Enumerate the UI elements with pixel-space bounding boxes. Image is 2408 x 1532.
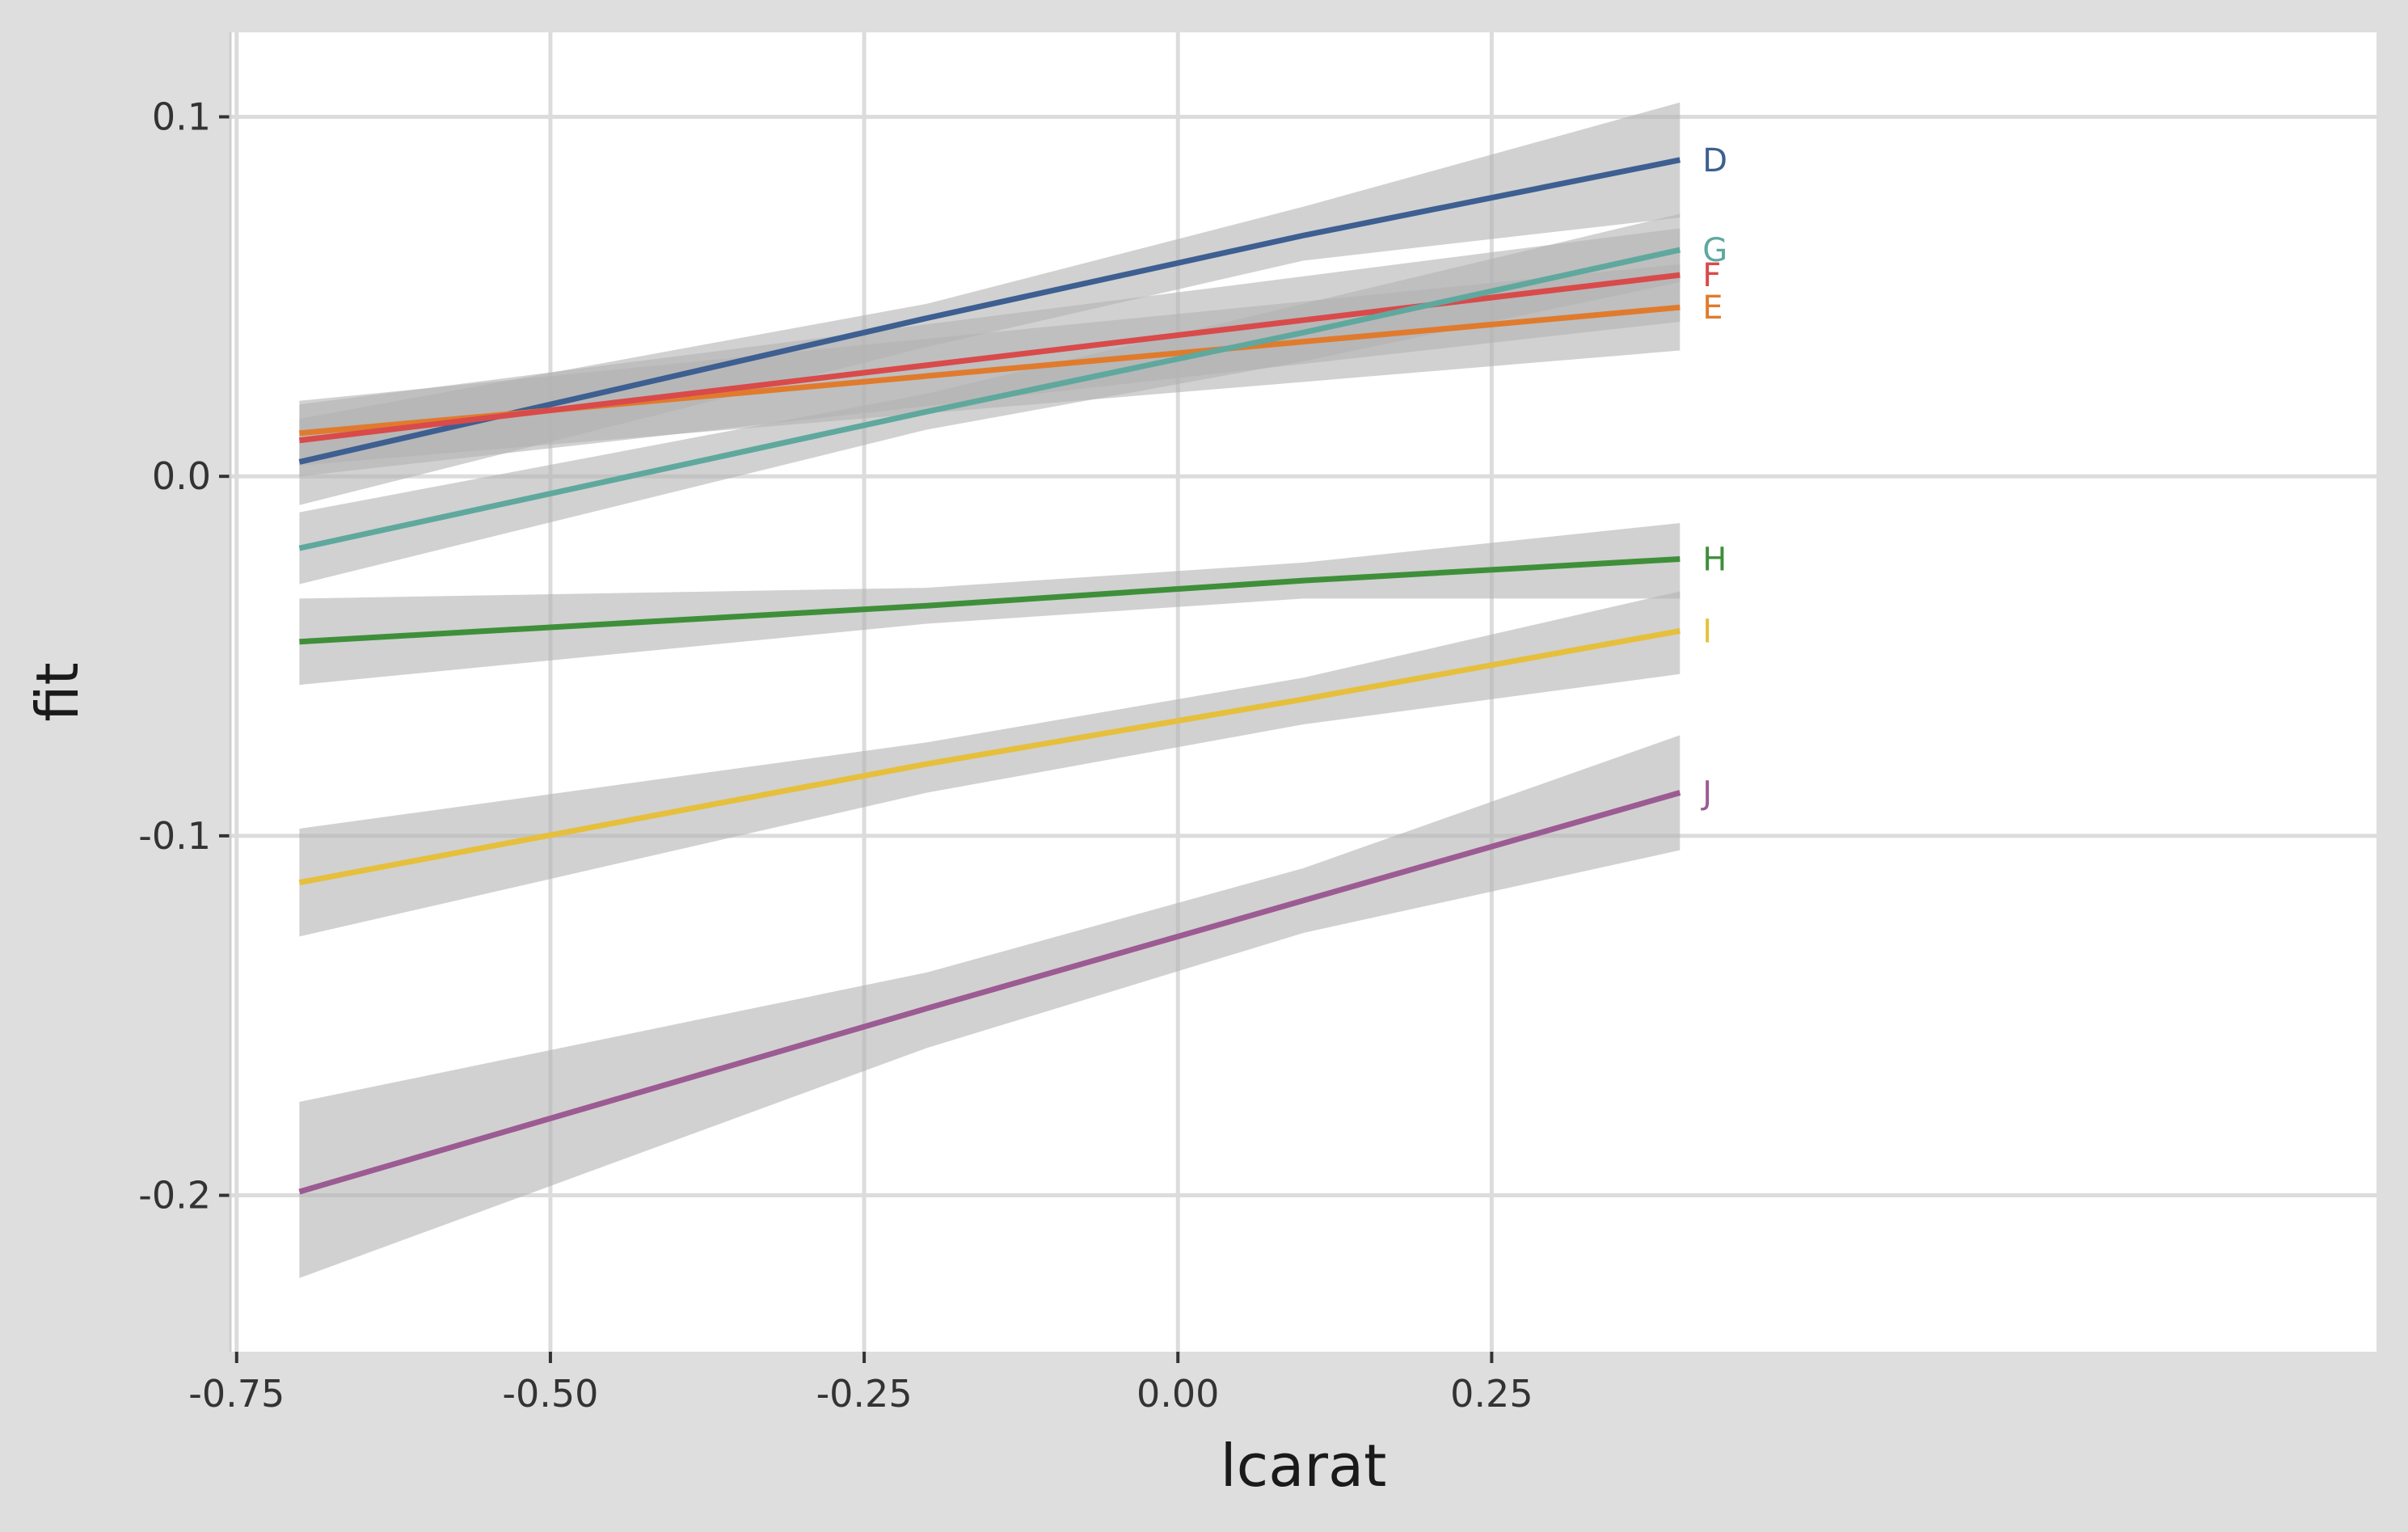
series-labels: D EFG HI J	[1700, 142, 1727, 812]
series-line-G	[298, 247, 1681, 551]
series-label-E: E	[1702, 289, 1723, 327]
confidence-band-J	[299, 735, 1681, 1278]
series-line-D	[298, 157, 1681, 465]
x-tick-label: -0.75	[188, 1372, 285, 1416]
y-tick-label: -0.1	[138, 814, 211, 858]
series-label-J: J	[1700, 775, 1712, 812]
confidence-band-I	[299, 591, 1681, 937]
series-line-I	[298, 627, 1681, 886]
x-tick-label: 0.25	[1450, 1372, 1533, 1416]
series-label-D: D	[1702, 142, 1727, 179]
series-label-G: G	[1702, 232, 1727, 269]
x-axis-title: lcarat	[1221, 1432, 1387, 1500]
y-tick-label: 0.0	[152, 454, 211, 498]
series-label-H: H	[1702, 541, 1727, 578]
x-tick-label: -0.25	[816, 1372, 913, 1416]
y-tick-label: -0.2	[138, 1174, 211, 1218]
series-line-J	[298, 790, 1681, 1195]
series-label-I: I	[1702, 613, 1712, 650]
y-axis-title: fit	[23, 662, 91, 722]
x-tick-label: 0.00	[1137, 1372, 1219, 1416]
series-line-H	[299, 555, 1681, 645]
series-label-F: F	[1702, 257, 1721, 294]
x-tick-label: -0.50	[502, 1372, 598, 1416]
axes: -0.75 -0.50 -0.25 0.00 0.25 -0.2 -0.1 0.0 0.1	[138, 32, 1533, 1416]
series-lines	[298, 157, 1681, 1195]
y-tick-label: 0.1	[152, 95, 211, 139]
confidence-band-F	[299, 228, 1681, 477]
